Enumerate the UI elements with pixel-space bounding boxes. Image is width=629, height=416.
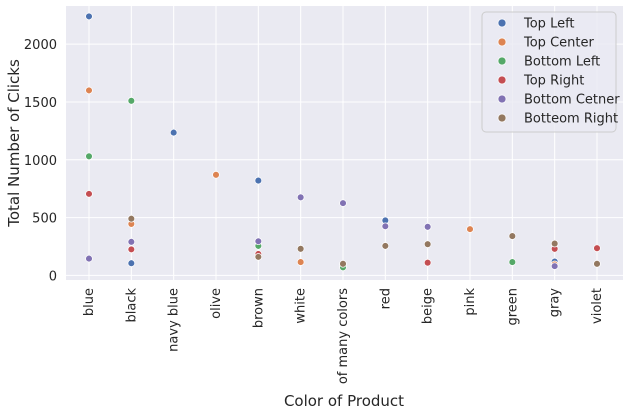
- legend-marker: [497, 113, 507, 123]
- y-tick-label: 1500: [24, 96, 57, 111]
- data-point: [593, 244, 601, 252]
- data-point: [254, 253, 263, 261]
- legend-marker: [497, 18, 507, 28]
- legend-marker: [497, 94, 507, 104]
- legend-label: Top Left: [523, 17, 575, 32]
- data-point: [423, 258, 432, 267]
- y-tick-label: 500: [32, 212, 57, 227]
- x-tick-label: brown: [251, 288, 266, 328]
- x-tick-label: navy blue: [167, 288, 182, 352]
- x-tick-label: green: [505, 288, 520, 326]
- data-point: [296, 245, 305, 253]
- data-point: [212, 171, 220, 179]
- data-point: [85, 86, 93, 95]
- data-point: [169, 128, 178, 137]
- legend-label: Bottom Left: [524, 55, 600, 70]
- legend-label: Bottom Cetner: [524, 93, 620, 108]
- x-tick-label: olive: [209, 288, 224, 319]
- x-tick-label: blue: [82, 288, 97, 316]
- data-point: [339, 199, 347, 207]
- x-tick-label: pink: [463, 288, 478, 316]
- data-point: [593, 260, 601, 268]
- data-point: [254, 237, 263, 246]
- legend: Top Left Top Center Bottom Left Top Right Bo…: [481, 11, 620, 133]
- data-point: [550, 262, 559, 270]
- y-tick-label: 2000: [24, 38, 57, 53]
- data-point: [85, 190, 93, 198]
- x-tick-label: gray: [548, 288, 563, 318]
- data-point: [296, 193, 305, 202]
- data-point: [85, 152, 93, 161]
- data-point: [508, 258, 517, 266]
- data-point: [127, 214, 136, 223]
- x-tick-label: black: [124, 288, 139, 323]
- data-point: [550, 239, 559, 248]
- y-tick-label: 0: [49, 269, 57, 284]
- data-point: [508, 232, 517, 240]
- data-point: [127, 245, 136, 254]
- x-tick-label: red: [378, 288, 393, 309]
- y-tick-labels: 0 500 1000 1500 2000: [24, 38, 57, 284]
- data-point: [296, 258, 305, 266]
- data-point: [254, 176, 263, 185]
- legend-marker: [497, 56, 507, 66]
- legend-label: Botteom Right: [524, 112, 618, 127]
- y-axis-label: Total Number of Clicks: [5, 59, 23, 228]
- x-tick-labels: blue black navy blue olive brown white of many…: [82, 288, 605, 385]
- data-point: [466, 225, 474, 233]
- data-point: [127, 259, 136, 267]
- x-axis-label: Color of Product: [284, 392, 404, 410]
- legend-marker: [497, 37, 507, 47]
- legend-box: [481, 11, 617, 133]
- data-points: [85, 12, 601, 272]
- data-point: [127, 238, 136, 246]
- legend-marker: [497, 75, 507, 85]
- data-point: [423, 240, 432, 248]
- y-tick-label: 1000: [24, 154, 57, 169]
- grid-lines: [66, 6, 623, 280]
- legend-label: Top Center: [523, 36, 594, 51]
- data-point: [381, 222, 390, 230]
- data-point: [423, 223, 432, 231]
- legend-label: Top Right: [523, 74, 584, 89]
- data-point: [381, 242, 390, 250]
- x-tick-label: white: [294, 288, 309, 324]
- x-tick-label: beige: [421, 288, 436, 324]
- x-tick-label: violet: [590, 288, 605, 324]
- data-point: [85, 12, 93, 21]
- x-tick-label: of many colors: [336, 288, 351, 384]
- data-point: [339, 260, 347, 268]
- data-point: [127, 97, 136, 105]
- data-point: [85, 254, 93, 263]
